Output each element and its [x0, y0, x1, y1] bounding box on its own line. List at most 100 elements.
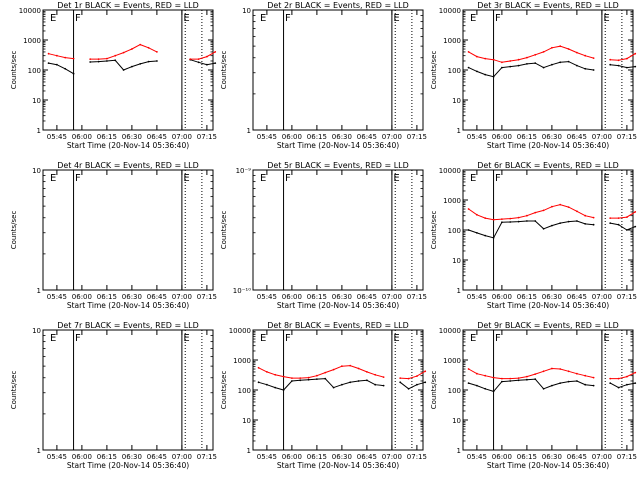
x-tick-label: 06:30: [542, 453, 562, 461]
flag-label: E: [470, 333, 476, 344]
plot-frame: [42, 9, 214, 131]
lld-data-point: [122, 51, 125, 54]
events-data-point: [214, 62, 217, 64]
lld-data-point: [476, 372, 478, 375]
lld-data-point: [214, 51, 217, 53]
events-data-point: [617, 223, 620, 226]
x-tick-label: 07:00: [592, 453, 612, 461]
events-data-point: [576, 64, 578, 67]
events-data-point: [122, 69, 125, 71]
events-data-point: [316, 378, 318, 380]
events-data-point: [517, 64, 520, 67]
lld-data-point: [399, 377, 402, 379]
events-data-point: [626, 383, 628, 386]
events-data-point: [106, 60, 108, 62]
events-data-point: [559, 382, 562, 384]
events-data-point: [559, 61, 562, 64]
events-data-point: [509, 221, 512, 223]
x-axis-label: Start Time (20-Nov-14 05:36:40): [277, 461, 399, 470]
flag-label: F: [495, 173, 501, 184]
events-data-point: [542, 66, 545, 69]
events-data-point: [147, 60, 150, 63]
lld-data-point: [626, 57, 628, 60]
events-data-point: [592, 223, 595, 226]
lld-data-point: [467, 208, 470, 210]
flag-label: E: [50, 13, 56, 24]
x-tick-label: 06:15: [97, 293, 117, 301]
events-data-point: [197, 61, 200, 64]
x-tick-label: 06:45: [357, 293, 377, 301]
lld-data-point: [592, 376, 595, 379]
lld-data-point: [299, 377, 302, 379]
flag-label: E: [603, 333, 609, 344]
events-data-point: [501, 66, 503, 69]
lld-data-point: [189, 58, 192, 60]
events-data-point: [467, 382, 470, 384]
lld-data-point: [626, 216, 628, 219]
panel-title: Det 8r BLACK = Events, RED = LLD: [267, 321, 409, 330]
events-data-point: [407, 387, 410, 390]
y-tick-label: 10: [452, 257, 461, 265]
flag-label: E: [603, 13, 609, 24]
x-tick-label: 07:15: [407, 453, 427, 461]
y-axis-label: Counts/sec: [430, 51, 438, 90]
lld-data-point: [282, 375, 285, 378]
lld-series-line: [468, 204, 636, 221]
events-series-line: [258, 378, 426, 391]
y-tick-label: 10: [452, 97, 461, 105]
x-tick-label: 07:00: [382, 453, 402, 461]
events-data-point: [567, 220, 570, 223]
flag-label: F: [75, 173, 81, 184]
flag-label: E: [470, 13, 476, 24]
x-tick-label: 07:00: [382, 293, 402, 301]
flag-label: F: [495, 13, 501, 24]
lld-data-point: [382, 376, 385, 378]
events-series-line: [468, 378, 636, 392]
x-tick-label: 06:15: [307, 133, 327, 141]
x-tick-label: 05:45: [47, 133, 67, 141]
events-series-line: [468, 220, 636, 239]
events-data-point: [501, 221, 503, 224]
events-data-point: [609, 382, 612, 384]
flag-label: F: [75, 13, 81, 24]
panel-det-6: Det 6r BLACK = Events, RED = LLD 1 10 100 10…: [430, 161, 637, 310]
lld-data-point: [484, 57, 487, 60]
lld-data-point: [197, 58, 200, 60]
events-data-point: [114, 59, 117, 62]
x-tick-label: 05:45: [257, 453, 277, 461]
lld-data-point: [131, 48, 133, 50]
lld-series-line: [258, 365, 426, 380]
y-tick-label: 10: [32, 327, 41, 335]
events-data-point: [56, 63, 58, 66]
y-tick-label: 1000: [443, 37, 461, 45]
panel-det-7: Det 7r BLACK = Events, RED = LLD 1 10 05:45…: [10, 321, 217, 470]
events-data-point: [341, 383, 343, 386]
events-data-point: [307, 378, 310, 381]
lld-data-point: [291, 377, 293, 379]
x-tick-label: 05:45: [257, 293, 277, 301]
x-tick-label: 07:15: [197, 133, 217, 141]
events-data-point: [634, 225, 637, 228]
x-axis-label: Start Time (20-Nov-14 05:36:40): [67, 141, 189, 150]
lld-data-point: [206, 55, 208, 58]
events-data-point: [64, 67, 67, 70]
events-data-point: [257, 381, 260, 384]
x-tick-label: 06:30: [332, 133, 352, 141]
x-tick-label: 05:45: [467, 453, 487, 461]
y-tick-label: 10000: [439, 167, 461, 175]
lld-data-point: [501, 61, 503, 64]
lld-data-point: [542, 370, 545, 373]
events-data-point: [626, 66, 628, 69]
panel-det-5: Det 5r BLACK = Events, RED = LLD 10⁻¹⁰ 10⁻…: [220, 161, 427, 310]
events-data-point: [592, 69, 595, 71]
lld-data-point: [424, 370, 427, 373]
events-data-point: [634, 382, 637, 384]
x-tick-label: 06:30: [332, 293, 352, 301]
lld-data-point: [559, 368, 562, 370]
flag-label: E: [260, 173, 266, 184]
y-tick-label: 1000: [233, 357, 251, 365]
y-tick-label: 100: [28, 67, 41, 75]
events-data-point: [617, 386, 620, 389]
lld-data-point: [47, 52, 50, 55]
